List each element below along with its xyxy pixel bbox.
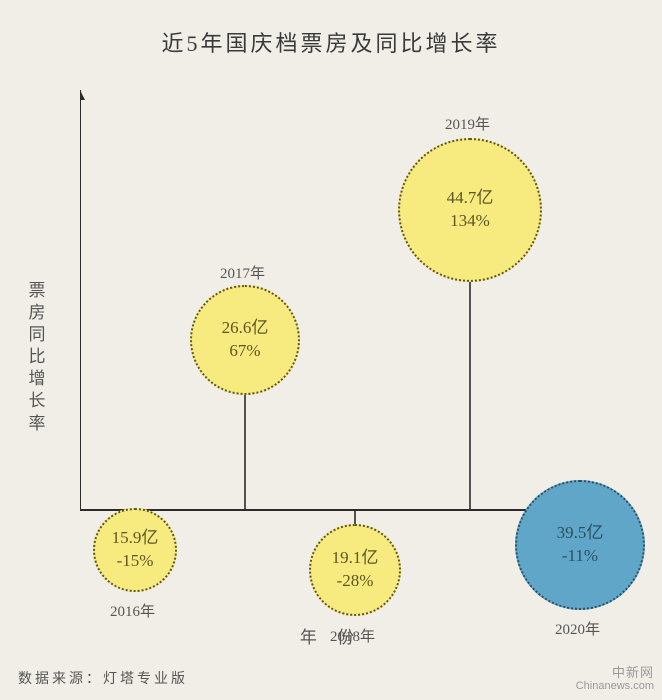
x-axis-label: 年 份 [0,623,662,648]
year-label: 2016年 [110,600,155,621]
bubble-value: 39.5亿 [557,522,604,545]
watermark-en: Chinanews.com [576,680,654,692]
bubble-growth: 134% [447,210,494,233]
bubble-value: 19.1亿 [332,547,379,570]
chart-container: 近5年国庆档票房及同比增长率 票房同比增长率 15.9亿-15% 2016年 26.… [0,0,662,700]
bubble-value: 26.6亿 [222,317,269,340]
year-label: 2019年 [445,113,490,134]
bubble-2019年: 44.7亿134% [398,138,542,282]
bubble-growth: -11% [557,545,604,568]
data-source: 数据来源：灯塔专业版 [18,668,188,688]
chart-title: 近5年国庆档票房及同比增长率 [0,26,662,58]
watermark: 中新网 Chinanews.com [576,666,654,692]
bubble-growth: -28% [332,570,379,593]
bubble-value: 15.9亿 [112,527,159,550]
year-label: 2017年 [220,262,265,283]
bubble-2016年: 15.9亿-15% [93,508,177,592]
bubble-2018年: 19.1亿-28% [309,524,401,616]
y-axis-label: 票房同比增长率 [28,280,46,435]
bubble-2020年: 39.5亿-11% [515,480,645,610]
bubble-growth: 67% [222,340,269,363]
bubble-2017年: 26.6亿67% [190,285,300,395]
bubble-growth: -15% [112,550,159,573]
chart-area: 15.9亿-15%2016年26.6亿67%2017年19.1亿-28%2018… [80,80,630,600]
bubble-value: 44.7亿 [447,187,494,210]
watermark-cn: 中新网 [576,666,654,680]
